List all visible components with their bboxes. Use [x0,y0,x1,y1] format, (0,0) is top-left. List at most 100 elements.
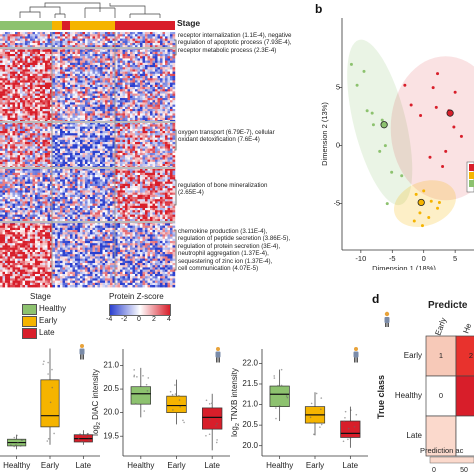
box-jitter-point [87,432,89,435]
panel-letter-d: d [372,292,380,306]
column-dendrogram [19,2,161,18]
pca-point-late [419,113,423,117]
box-jitter-point [350,409,352,412]
box-jitter-point [53,432,55,435]
heatmap-panel: Stage receptor internalization (1.1E-4),… [0,2,292,288]
pca-point-early [420,224,424,228]
box-jitter-point [88,436,90,439]
pca-point-early [437,200,441,204]
person-icon [384,311,390,327]
pca-point-healthy [378,149,382,153]
pca-y-axis-label-area: Dimension 2 (13%) [320,102,329,166]
box-jitter-point [77,438,80,440]
stage-bar-segment [52,21,62,30]
box-jitter-point [47,437,50,440]
box-jitter-point [208,433,211,436]
box-jitter-point [82,434,84,437]
cm-col-label: Early [433,316,448,336]
cm-cell-value: 0 [439,391,443,400]
box-y-axis-label: log2 DIAC intensity [91,369,102,436]
pca-point-late [434,105,438,109]
legend-swatch-late [22,328,37,339]
box-jitter-point [280,368,283,371]
box-jitter-point [353,425,356,428]
box-jitter-point [13,436,16,439]
box-jitter-point [20,444,23,447]
box-y-tick-label: 19.5 [103,431,119,440]
pca-y-tick-label: 5 [336,83,340,92]
box-jitter-point [171,393,174,396]
box-jitter-point [208,418,211,421]
box-jitter-point [49,401,52,404]
pca-point-late [436,72,440,76]
box-jitter-point [215,424,217,427]
cm-y-axis-label: True class [376,375,386,419]
box-jitter-point [205,434,207,437]
box-jitter-point [320,397,323,399]
pca-point-healthy [355,83,359,87]
box-healthy [130,386,151,405]
box-jitter-point [216,439,218,441]
box-jitter-point [16,434,18,437]
cm-cell [425,335,457,377]
box-x-tick-label: Late [343,461,359,470]
pca-point-healthy [349,62,353,66]
box-jitter-point [275,417,277,420]
pca-x-axis-label: Dimension 1 (18%) [372,264,436,270]
box-jitter-point [133,374,136,377]
pca-point-late [459,134,463,138]
pca-point-late [431,86,435,90]
box-jitter-point [210,402,213,405]
person-icon [353,347,359,363]
box-jitter-point [183,421,185,424]
pca-x-tick-label: -5 [389,254,396,263]
cm-legend-tick: 0 [432,467,436,474]
box-x-tick-label: Healthy [3,461,30,470]
cm-cell-value: 2 [469,351,473,360]
pca-legend-swatch-late [469,164,474,171]
box-jitter-point [313,433,315,436]
box-jitter-point [172,409,174,411]
box-jitter-point [47,361,49,364]
box-jitter-point [344,416,346,419]
zscore-colorbar [109,304,171,316]
pca-point-healthy [390,170,394,174]
box-jitter-point [178,394,180,397]
box-y-tick-label: 20.5 [103,384,119,393]
confidence-ellipse-early [393,180,456,227]
pca-point-late [444,149,448,153]
box-jitter-point [278,404,281,407]
annotation-block-1: receptor internalization (1.1E-4), negat… [178,32,292,54]
cm-row-label: Healthy [395,391,422,400]
cm-cell [455,375,474,417]
cm-col-label: He [461,321,473,334]
box-jitter-point [319,426,321,428]
person-icon [215,347,221,363]
box-jitter-point [88,439,90,442]
pca-x-tick-label: 5 [453,254,457,263]
box-early [166,395,187,413]
box-jitter-point [309,422,311,424]
pca-point-healthy [400,174,404,178]
stage-legend-title: Stage [30,292,51,301]
box-jitter-point [145,383,148,386]
box-jitter-point [208,403,211,405]
box-y-tick-label: 20.0 [242,441,258,450]
pca-point-early [422,189,426,193]
box-jitter-point [17,442,19,444]
panel-letter-b: b [315,2,323,16]
box-x-tick-label: Healthy [266,461,293,470]
cm-legend-colorbar [429,456,474,464]
pca-legend-swatch-healthy [469,180,474,187]
cm-cell [455,415,474,457]
heatmap [0,2,177,288]
cm-cell [425,415,457,457]
box-y-tick-label: 21.0 [103,361,119,370]
box-y-tick-label: 20.5 [242,420,258,429]
box-jitter-point [215,441,218,444]
pca-centroid-healthy [380,121,388,129]
pca-point-early [429,199,433,203]
zscore-tick: -4 [106,316,113,323]
